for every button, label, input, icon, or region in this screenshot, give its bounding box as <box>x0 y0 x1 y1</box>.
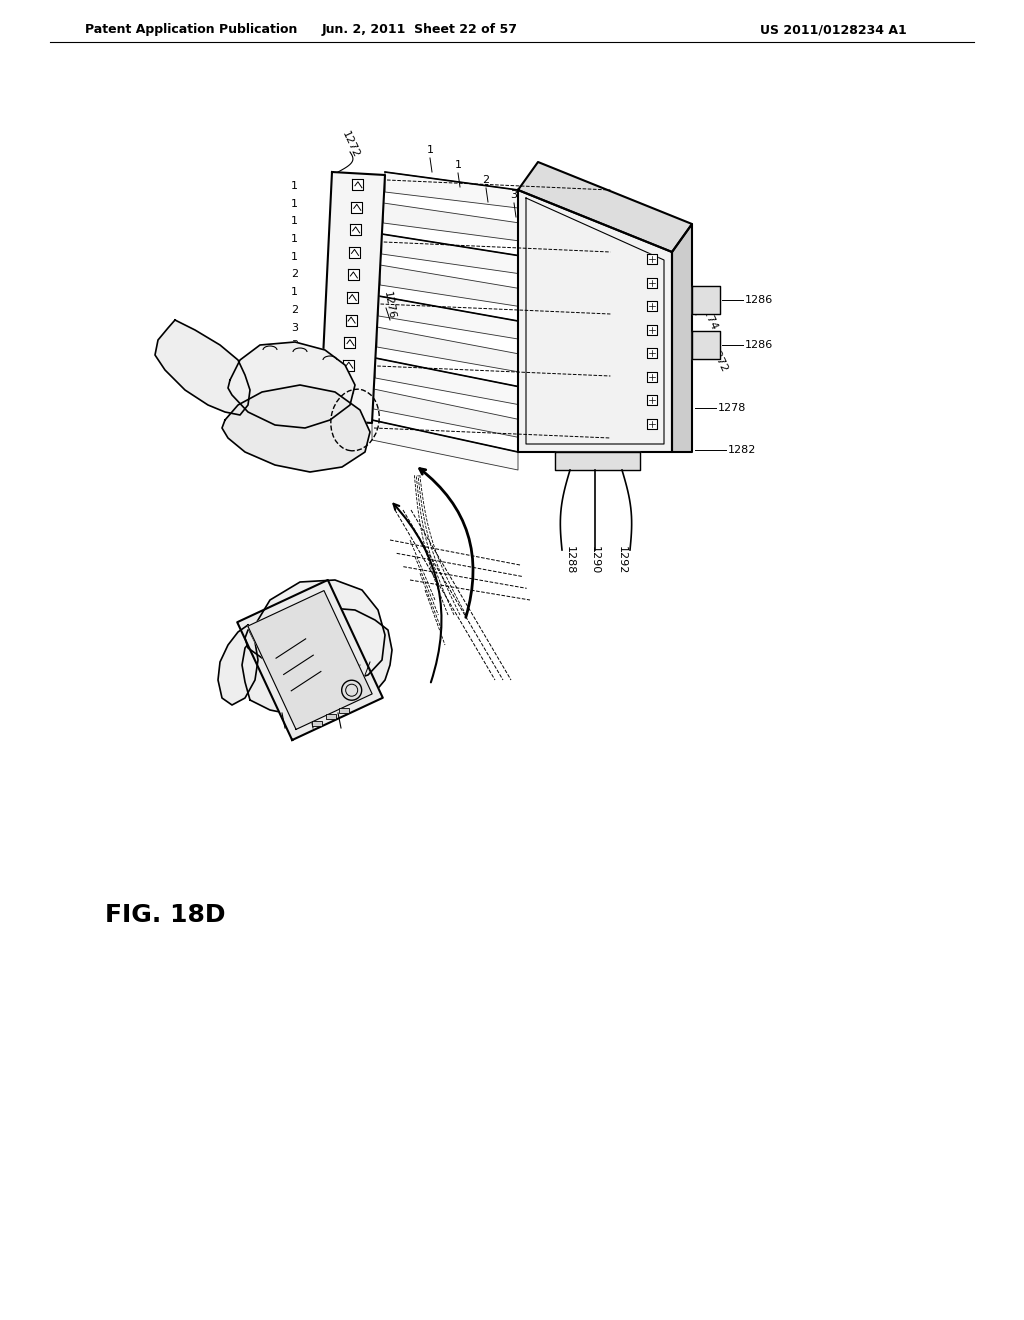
Polygon shape <box>341 405 352 416</box>
Polygon shape <box>518 190 672 451</box>
Text: 1: 1 <box>455 160 462 170</box>
Text: Patent Application Publication: Patent Application Publication <box>85 24 297 37</box>
Polygon shape <box>349 247 360 257</box>
Polygon shape <box>647 325 657 335</box>
Text: 1: 1 <box>625 366 632 375</box>
Text: 1: 1 <box>291 216 298 226</box>
Polygon shape <box>248 590 372 730</box>
Text: 1282: 1282 <box>728 445 757 455</box>
Text: 1: 1 <box>291 252 298 261</box>
Polygon shape <box>245 579 385 682</box>
Polygon shape <box>347 292 357 304</box>
Polygon shape <box>555 451 640 470</box>
Polygon shape <box>348 269 358 280</box>
Polygon shape <box>319 172 385 422</box>
Polygon shape <box>155 319 250 414</box>
Text: 3: 3 <box>291 341 298 350</box>
Text: 1: 1 <box>291 288 298 297</box>
Text: FIG. 18D: FIG. 18D <box>105 903 225 927</box>
Text: Jun. 2, 2011  Sheet 22 of 57: Jun. 2, 2011 Sheet 22 of 57 <box>322 24 518 37</box>
Polygon shape <box>377 327 518 372</box>
Text: 1286: 1286 <box>745 341 773 350</box>
Text: 1288: 1288 <box>565 545 575 574</box>
Text: 1: 1 <box>602 319 609 330</box>
Polygon shape <box>647 301 657 312</box>
Polygon shape <box>692 331 720 359</box>
Polygon shape <box>518 162 692 252</box>
Bar <box>312 721 323 726</box>
Bar <box>339 708 349 713</box>
Polygon shape <box>350 224 361 235</box>
Polygon shape <box>385 172 518 209</box>
Text: 3: 3 <box>291 322 298 333</box>
Text: 1: 1 <box>291 234 298 244</box>
Text: 1: 1 <box>291 181 298 191</box>
Polygon shape <box>374 389 518 437</box>
Polygon shape <box>372 420 518 470</box>
Text: 2: 2 <box>537 185 544 195</box>
Polygon shape <box>383 203 518 240</box>
Bar <box>326 714 336 719</box>
Polygon shape <box>218 624 258 705</box>
Polygon shape <box>380 265 518 306</box>
Polygon shape <box>228 342 355 428</box>
Polygon shape <box>242 609 392 715</box>
Polygon shape <box>647 253 657 264</box>
Polygon shape <box>647 395 657 405</box>
Text: US 2011/0128234 A1: US 2011/0128234 A1 <box>760 24 906 37</box>
Text: 2: 2 <box>291 358 298 368</box>
Polygon shape <box>344 337 355 348</box>
Polygon shape <box>379 296 518 339</box>
Text: 1276: 1276 <box>382 290 396 319</box>
Text: 2: 2 <box>482 176 489 185</box>
Text: 2: 2 <box>291 269 298 280</box>
Polygon shape <box>222 385 370 473</box>
Polygon shape <box>375 358 518 404</box>
Polygon shape <box>343 359 354 371</box>
Polygon shape <box>647 277 657 288</box>
Text: 1: 1 <box>291 198 298 209</box>
Text: 1: 1 <box>427 145 433 154</box>
Polygon shape <box>351 202 362 213</box>
Polygon shape <box>647 418 657 429</box>
Text: 2: 2 <box>291 305 298 315</box>
Polygon shape <box>382 234 518 273</box>
Text: 1: 1 <box>581 275 588 285</box>
Text: 3: 3 <box>511 190 517 201</box>
Text: 1278: 1278 <box>718 403 746 413</box>
Text: 2: 2 <box>291 393 298 404</box>
Polygon shape <box>647 372 657 381</box>
Text: 1: 1 <box>291 411 298 421</box>
Polygon shape <box>352 180 364 190</box>
Text: 1290: 1290 <box>590 546 600 574</box>
Polygon shape <box>346 314 356 326</box>
Text: 1272: 1272 <box>340 131 361 160</box>
Text: 1272: 1272 <box>708 345 729 375</box>
Polygon shape <box>692 286 720 314</box>
Text: 1274: 1274 <box>698 304 719 333</box>
Text: 1286: 1286 <box>745 294 773 305</box>
Polygon shape <box>647 348 657 358</box>
Polygon shape <box>672 224 692 451</box>
Text: 1: 1 <box>291 376 298 385</box>
Text: 1292: 1292 <box>617 545 627 574</box>
Text: 1: 1 <box>558 230 565 240</box>
Polygon shape <box>342 383 353 393</box>
Text: 1: 1 <box>646 411 653 420</box>
Polygon shape <box>238 579 383 741</box>
